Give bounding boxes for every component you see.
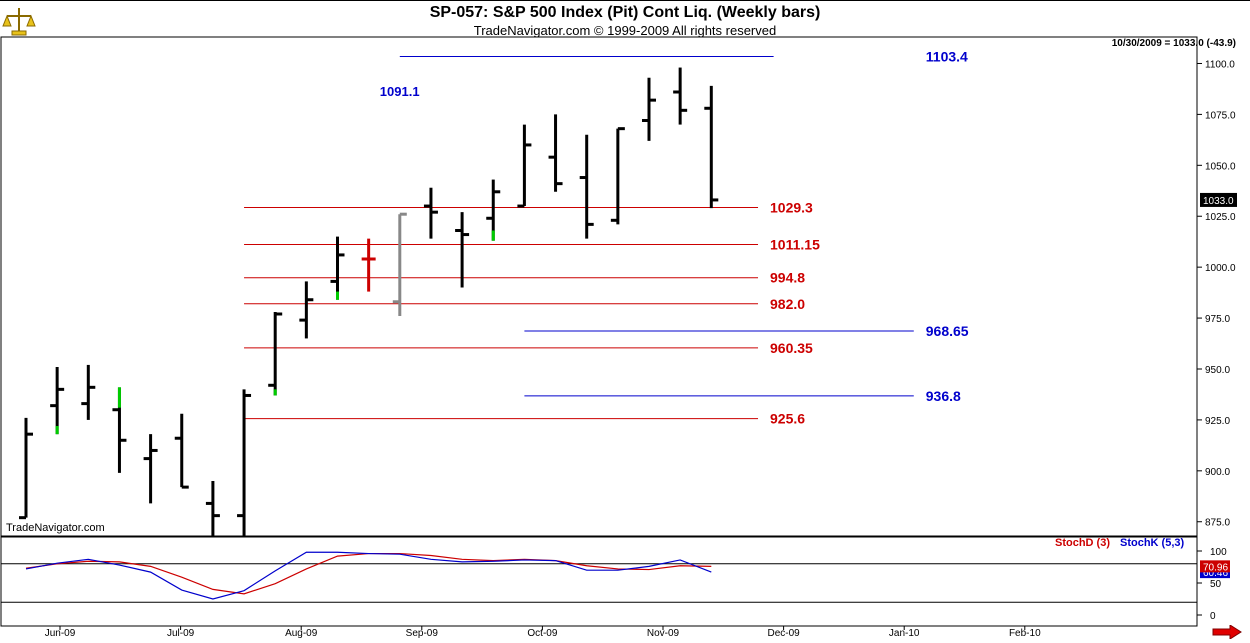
x-tick-label: Sep-09: [406, 628, 439, 639]
copyright-line: TradeNavigator.com © 1999-2009 All right…: [473, 23, 777, 38]
stochk-value-label: 60.46: [1203, 568, 1228, 579]
main-plot-frame: [0, 36, 1198, 537]
level-label: 1029.3: [770, 199, 813, 215]
x-tick-label: Oct-09: [527, 628, 557, 639]
x-tick-label: Aug-09: [285, 628, 318, 639]
x-tick-label: Jan-10: [889, 628, 920, 639]
y-tick-label: 1075.0: [1205, 110, 1236, 121]
x-tick-label: Feb-10: [1009, 628, 1041, 639]
y-tick-label: 975.0: [1205, 314, 1230, 325]
ind-y-tick-label: 100: [1210, 547, 1227, 558]
annotation-label: 1091.1: [380, 84, 420, 99]
chart-title: SP-057: S&P 500 Index (Pit) Cont Liq. (W…: [429, 4, 821, 21]
stochk-line: [25, 551, 712, 600]
legend-stochd: StochD (3): [1055, 537, 1110, 549]
y-tick-label: 1025.0: [1205, 212, 1236, 223]
stochd-line: [25, 552, 712, 595]
y-tick-label: 925.0: [1205, 416, 1230, 427]
stochd-value-label: 70.96: [1203, 562, 1228, 573]
logo-icon: [2, 8, 36, 36]
level-label: 1011.15: [770, 236, 820, 252]
ind-y-tick-label: 50: [1210, 579, 1222, 590]
level-label: 1103.4: [926, 49, 968, 65]
x-tick-label: Jun-09: [45, 628, 76, 639]
legend-stochk: StochK (5,3): [1120, 537, 1185, 549]
level-label: 960.35: [770, 340, 813, 356]
y-tick-label: 875.0: [1205, 518, 1230, 529]
x-tick-label: Dec-09: [767, 628, 800, 639]
level-label: 968.65: [926, 323, 969, 339]
y-tick-label: 1100.0: [1205, 59, 1235, 70]
level-label: 936.8: [926, 388, 961, 404]
last-price-box: [1200, 192, 1237, 207]
scroll-right-arrow-icon[interactable]: [1212, 625, 1242, 639]
watermark: TradeNavigator.com: [6, 522, 105, 534]
level-label: 982.0: [770, 296, 805, 312]
level-label: 925.6: [770, 411, 805, 427]
y-tick-label: 1050.0: [1205, 161, 1236, 172]
level-label: 994.8: [770, 270, 805, 286]
last-price-label: 1033.0: [1203, 196, 1234, 207]
date-status: 10/30/2009 = 1033.0 (-43.9): [1111, 38, 1236, 49]
y-tick-label: 900.0: [1205, 467, 1230, 478]
x-tick-label: Nov-09: [647, 628, 680, 639]
indicator-plot-frame: [0, 536, 1198, 627]
x-tick-label: Jul-09: [167, 628, 195, 639]
stochd-value-box: [1200, 560, 1230, 573]
y-tick-label: 1000.0: [1205, 263, 1236, 274]
ind-y-tick-label: 0: [1210, 611, 1216, 622]
y-tick-label: 950.0: [1205, 365, 1230, 376]
